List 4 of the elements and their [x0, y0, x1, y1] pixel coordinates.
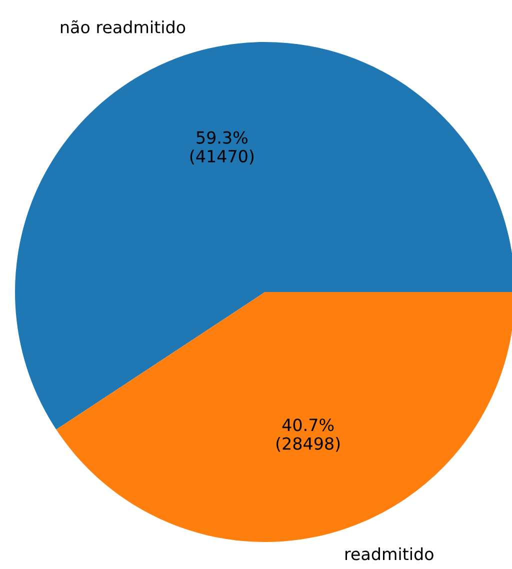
- slice-label: readmitido: [345, 547, 434, 560]
- data-label: 59.3% (41470): [190, 131, 254, 164]
- data-label: 40.7% (28498): [276, 418, 340, 452]
- slice-label: não readmitido: [60, 20, 186, 34]
